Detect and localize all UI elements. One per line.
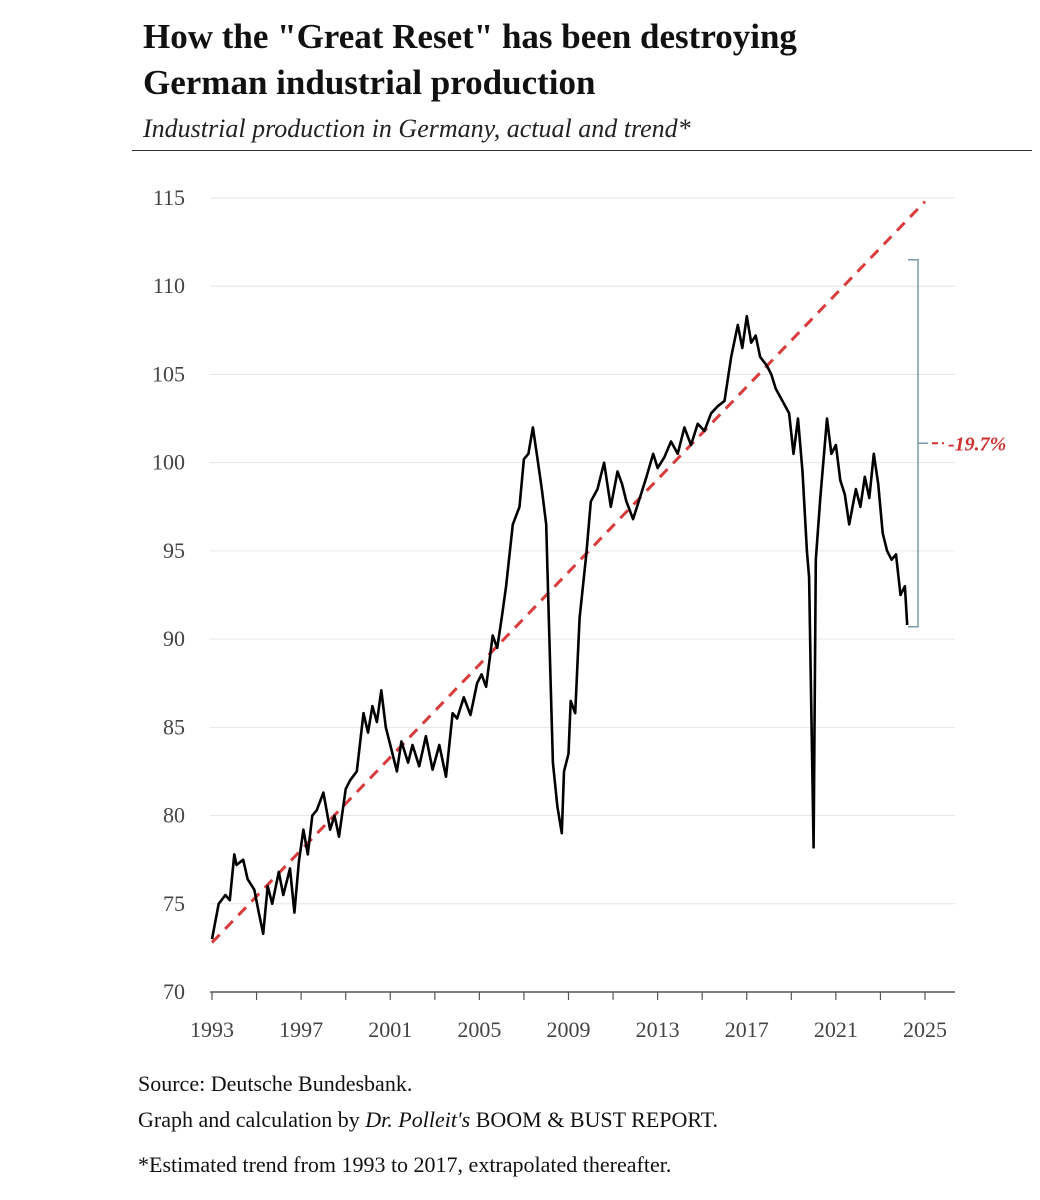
y-tick-label-70: 70 [163, 979, 185, 1004]
chart-title-line-2: German industrial production [143, 63, 596, 102]
x-tick-label-2013: 2013 [636, 1017, 680, 1042]
y-tick-label-75: 75 [163, 891, 185, 916]
title-divider [132, 150, 1032, 151]
x-tick-label-2025: 2025 [903, 1017, 947, 1042]
trend-footnote: *Estimated trend from 1993 to 2017, extr… [138, 1152, 672, 1177]
difference-bracket [908, 259, 919, 628]
y-tick-label-100: 100 [152, 450, 185, 475]
x-tick-label-1993: 1993 [190, 1017, 234, 1042]
credit-author: Dr. Polleit's [365, 1107, 471, 1132]
y-tick-label-115: 115 [153, 185, 185, 210]
chart-title: How the "Great Reset" has been destroyin… [143, 14, 1023, 106]
x-tick-label-2021: 2021 [814, 1017, 858, 1042]
y-tick-label-80: 80 [163, 803, 185, 828]
y-tick-label-105: 105 [152, 361, 185, 386]
x-tick-label-2017: 2017 [725, 1017, 769, 1042]
credit-note: Graph and calculation by Dr. Polleit's B… [138, 1106, 1018, 1134]
source-note: Source: Deutsche Bundesbank. [138, 1071, 413, 1096]
chart-title-line-1: How the "Great Reset" has been destroyin… [143, 17, 797, 56]
x-tick-label-1997: 1997 [279, 1017, 323, 1042]
credit-suffix: BOOM & BUST REPORT. [470, 1107, 719, 1132]
x-tick-label-2005: 2005 [457, 1017, 501, 1042]
trend-series-line [210, 200, 927, 944]
x-tick-label-2009: 2009 [547, 1017, 591, 1042]
difference-label: -19.7% [948, 433, 1006, 455]
actual-series-line [210, 314, 909, 940]
chart-subtitle: Industrial production in Germany, actual… [143, 114, 691, 143]
y-tick-label-85: 85 [163, 714, 185, 739]
y-tick-label-90: 90 [163, 626, 185, 651]
x-tick-label-2001: 2001 [368, 1017, 412, 1042]
y-tick-label-95: 95 [163, 538, 185, 563]
credit-prefix: Graph and calculation by [138, 1107, 366, 1132]
y-tick-label-110: 110 [153, 273, 185, 298]
